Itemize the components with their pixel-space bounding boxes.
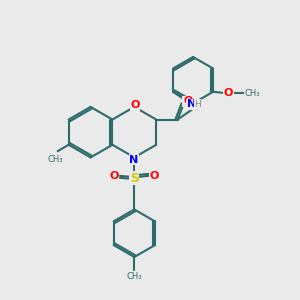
Text: S: S [130,172,139,185]
Text: O: O [224,88,233,98]
Text: O: O [183,96,192,106]
Text: N: N [187,99,196,109]
Text: O: O [110,171,119,181]
Text: CH₃: CH₃ [47,155,62,164]
Text: CH₃: CH₃ [127,272,142,281]
Text: H: H [194,100,201,109]
Text: O: O [150,171,159,181]
Text: CH₃: CH₃ [244,89,260,98]
Text: O: O [130,100,140,110]
Text: N: N [129,155,138,165]
